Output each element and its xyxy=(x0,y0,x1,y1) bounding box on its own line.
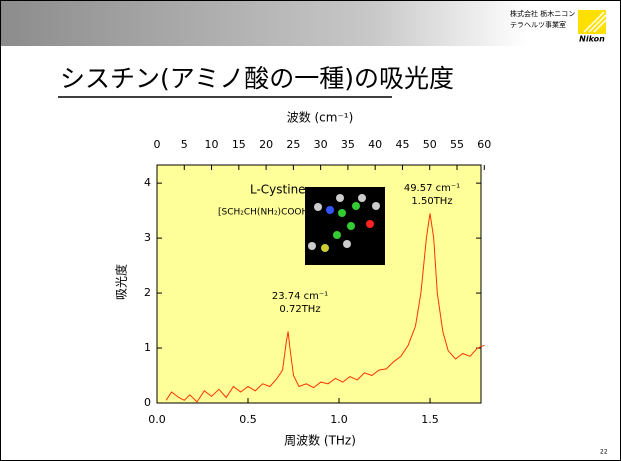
x2-axis-title: 波数 (cm⁻¹) xyxy=(287,110,354,125)
x2-tick-label: 50 xyxy=(423,138,437,151)
x2-tick-label: 35 xyxy=(341,138,355,151)
x2-tick-label: 10 xyxy=(205,138,219,151)
atom xyxy=(347,222,355,230)
x-tick-label: 1.0 xyxy=(330,413,348,426)
y-tick-label: 3 xyxy=(144,231,151,244)
x2-tick-label: 60 xyxy=(477,138,491,151)
page-number: 22 xyxy=(600,449,608,456)
x-axis-title: 周波数 (THz) xyxy=(284,433,356,448)
department: テラヘルツ事業室 xyxy=(510,20,566,29)
logo: Nikon xyxy=(579,35,605,44)
atom xyxy=(336,194,344,202)
x-tick-label: 1.5 xyxy=(421,413,439,426)
annotation: 23.74 cm⁻¹ xyxy=(272,291,328,302)
y-tick-label: 1 xyxy=(144,341,151,354)
atom xyxy=(372,202,380,210)
atom xyxy=(352,202,360,210)
x2-tick-label: 40 xyxy=(368,138,382,151)
x-tick-label: 0.5 xyxy=(239,413,257,426)
x2-tick-label: 20 xyxy=(259,138,273,151)
slide-title: シスチン(アミノ酸の一種)の吸光度 xyxy=(60,64,454,93)
annotation: [SCH₂CH(NH₂)COOH]₂ xyxy=(218,208,316,218)
company: 株式会社 栃木ニコン xyxy=(510,9,575,18)
atom xyxy=(333,231,341,239)
y-tick-label: 0 xyxy=(144,396,151,409)
x2-tick-label: 30 xyxy=(314,138,328,151)
atom xyxy=(358,194,366,202)
x2-tick-label: 25 xyxy=(286,138,300,151)
y-tick-label: 2 xyxy=(144,286,151,299)
atom xyxy=(321,244,329,252)
annotation: L-Cystine xyxy=(250,183,306,197)
atom xyxy=(338,209,346,217)
annotation: 0.72THz xyxy=(279,304,320,315)
x2-tick-label: 15 xyxy=(232,138,246,151)
atom xyxy=(326,206,334,214)
annotation: 1.50THz xyxy=(411,196,452,207)
x-tick-label: 0.0 xyxy=(148,413,166,426)
atom xyxy=(366,220,374,228)
x2-tick-label: 5 xyxy=(181,138,188,151)
x2-tick-label: 45 xyxy=(395,138,409,151)
y-axis-title: 吸光度 xyxy=(114,264,129,300)
x2-tick-label: 55 xyxy=(450,138,464,151)
x2-tick-label: 0 xyxy=(154,138,161,151)
y-tick-label: 4 xyxy=(144,176,151,189)
atom xyxy=(343,240,351,248)
slide: 株式会社 栃木ニコン テラヘルツ事業室 Nikon シスチン(アミノ酸の一種)の… xyxy=(0,0,621,461)
atom xyxy=(308,242,316,250)
annotation: 49.57 cm⁻¹ xyxy=(404,183,460,194)
